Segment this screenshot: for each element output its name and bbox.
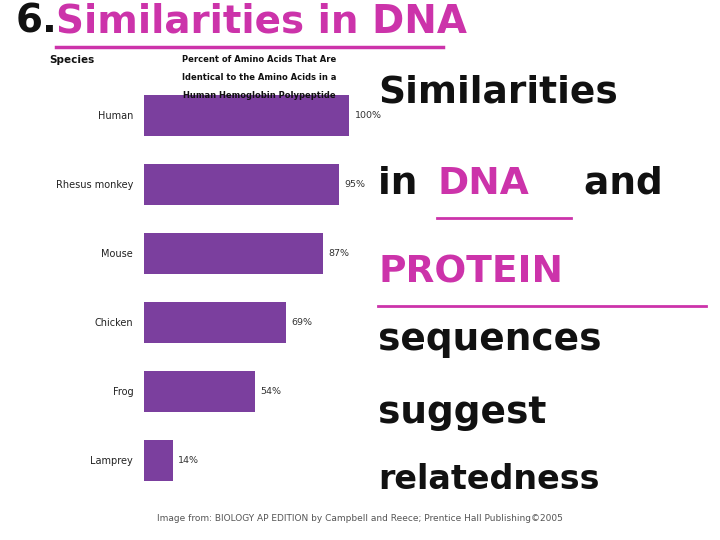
Text: 54%: 54% [260,387,282,396]
Text: Percent of Amino Acids That Are: Percent of Amino Acids That Are [182,55,336,64]
Text: and: and [571,166,662,201]
Text: Image from: BIOLOGY AP EDITION by Campbell and Reece; Prentice Hall Publishing©2: Image from: BIOLOGY AP EDITION by Campbe… [157,514,563,523]
Text: 100%: 100% [355,111,382,120]
Bar [144,302,286,343]
Text: 6.: 6. [16,3,58,40]
Bar [144,233,323,274]
Text: 95%: 95% [344,180,365,189]
Text: Mouse: Mouse [102,249,133,259]
Text: Identical to the Amino Acids in a: Identical to the Amino Acids in a [182,73,336,82]
Bar [144,371,255,412]
Text: 87%: 87% [328,249,349,258]
Text: 14%: 14% [178,456,199,465]
Text: relatedness: relatedness [378,463,600,496]
Text: Lamprey: Lamprey [91,456,133,465]
Text: Human: Human [98,111,133,121]
Text: Similarities: Similarities [378,75,618,111]
Bar [144,96,349,136]
Text: in: in [378,166,431,201]
Text: 69%: 69% [291,318,312,327]
Text: Similarities in DNA: Similarities in DNA [56,3,467,40]
Text: Human Hemoglobin Polypeptide: Human Hemoglobin Polypeptide [183,91,336,100]
Text: DNA: DNA [438,166,529,201]
Text: sequences: sequences [378,322,601,358]
Text: suggest: suggest [378,395,546,431]
Text: Frog: Frog [112,387,133,396]
Text: Rhesus monkey: Rhesus monkey [56,180,133,190]
Bar [144,164,339,205]
Text: Species: Species [50,55,94,65]
Bar [144,440,173,481]
Text: Chicken: Chicken [94,318,133,328]
Text: PROTEIN: PROTEIN [378,254,563,290]
